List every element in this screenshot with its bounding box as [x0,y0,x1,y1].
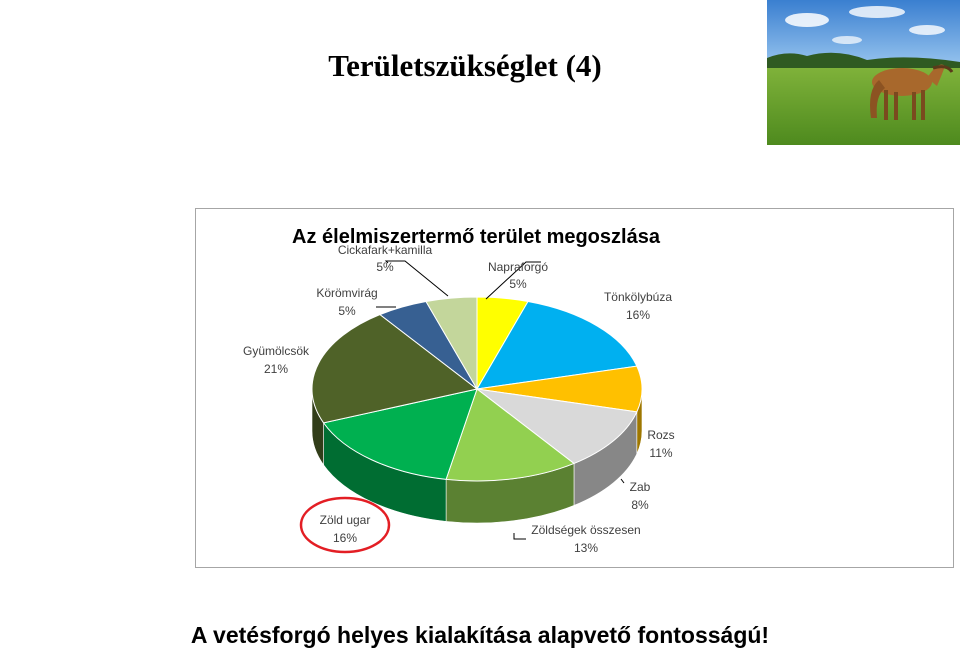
label-napraforgo-name: Napraforgó [488,260,548,274]
pie-slice-8 [425,296,478,391]
label-rozs-name: Rozs [647,428,674,442]
label-tonkoly-name: Tönkölybúza [604,290,672,304]
label-tonkoly-pct: 16% [626,308,650,322]
label-zoldugar-name: Zöld ugar [320,513,371,527]
label-zoldsegek-pct: 13% [574,541,598,555]
label-zab-pct: 8% [631,498,649,512]
pie-slice-4 [445,388,575,482]
chart-frame: Az élelmiszertermő terület megoszlása Ci… [195,208,954,568]
chart-title: Az élelmiszertermő terület megoszlása [292,226,661,248]
label-gyumolcs-pct: 21% [264,362,288,376]
label-rozs-pct: 11% [649,446,672,460]
leader-line-cickafark [384,260,449,297]
pie-slice-1 [476,300,638,390]
label-cickafark-pct: 5% [376,260,394,274]
label-korom-name: Körömvirág [316,286,377,300]
leader-line-napraforgo [485,261,541,300]
pie-chart: Az élelmiszertermő terület megoszlása Ci… [243,226,675,555]
pie-slice-3 [475,388,638,465]
label-gyumolcs-name: Gyümölcsök [243,344,310,358]
leader-line-zab [620,478,625,484]
horse-photo [767,0,960,145]
bottom-caption: A vetésforgó helyes kialakítása alapvető… [190,622,770,648]
pie-slice-5 [322,388,478,480]
slide-title: Területszükséglet (4) [328,48,602,83]
horse-pasture-image [767,0,960,145]
label-zab-name: Zab [630,480,651,494]
label-zoldsegek-name: Zöldségek összesen [531,523,640,537]
label-cickafark-name: Cickafark+kamilla [338,243,433,257]
label-zoldugar-pct: 16% [333,531,357,545]
pie-slice-6 [311,313,479,424]
leader-line-zoldsegek [513,533,526,540]
highlight-circle [299,496,391,554]
horse-icon [870,64,954,120]
label-napraforgo-pct: 5% [509,277,527,291]
label-korom-pct: 5% [338,304,356,318]
